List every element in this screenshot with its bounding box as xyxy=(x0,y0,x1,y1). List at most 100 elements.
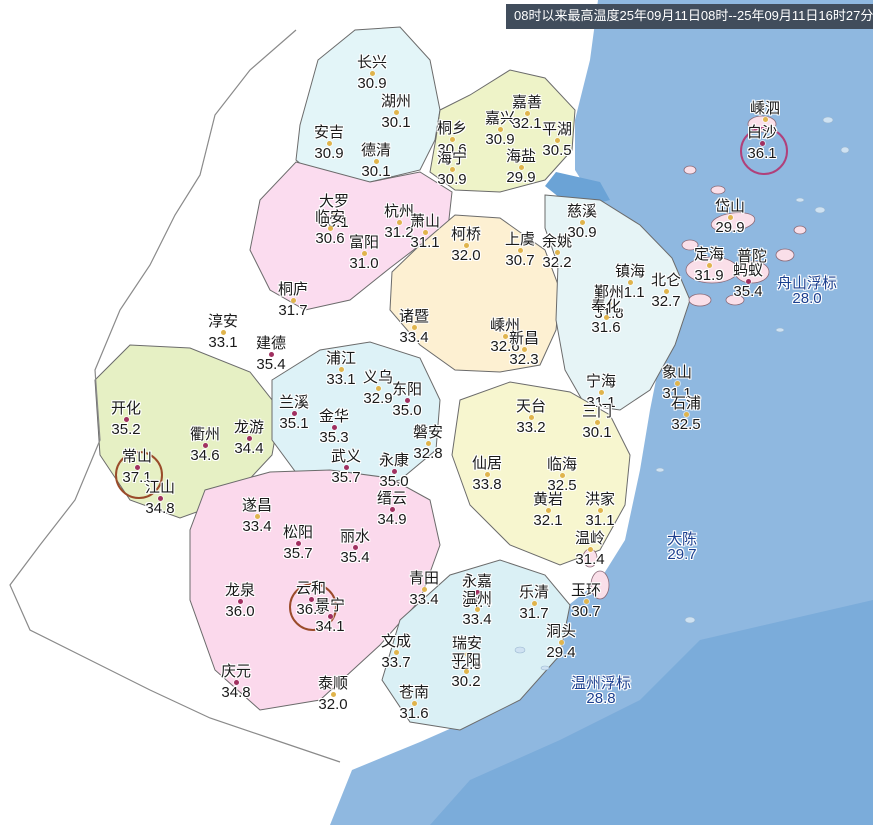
station-marker[interactable]: 兰溪 35.1 xyxy=(254,395,334,432)
station-marker[interactable]: 缙云 34.9 xyxy=(352,491,432,528)
station-marker[interactable]: 丽水 35.4 xyxy=(315,529,395,566)
station-marker[interactable]: 景宁 34.1 xyxy=(290,598,370,635)
station-marker[interactable]: 常山 37.1 xyxy=(97,449,177,499)
station-marker[interactable]: 温州 33.4 xyxy=(437,591,517,628)
station-marker[interactable]: 嘉兴 30.9 xyxy=(460,111,540,148)
station-marker[interactable]: 石浦 32.5 xyxy=(646,396,726,433)
station-marker[interactable]: 庆元 34.8 xyxy=(196,664,276,701)
station-marker[interactable]: 安吉 30.9 xyxy=(289,125,369,162)
station-marker[interactable]: 衢州 34.6 xyxy=(165,427,245,464)
station-marker[interactable]: 嘉善 32.1 xyxy=(487,95,567,132)
station-marker[interactable]: 武义 35.7 xyxy=(306,449,386,486)
station-marker[interactable]: 平湖 30.5 xyxy=(517,122,597,159)
station-marker[interactable]: 义乌 32.9 xyxy=(338,370,418,407)
station-temperature-value: 30.7 xyxy=(505,252,535,269)
station-marker[interactable]: 北仑 32.7 xyxy=(626,273,706,310)
station-marker[interactable]: 苍南 31.6 xyxy=(374,685,454,722)
station-marker[interactable]: 宁海 31.1 xyxy=(561,374,641,411)
station-marker[interactable]: 大罗 30.1 xyxy=(294,194,374,231)
station-marker[interactable]: 诸暨 33.4 xyxy=(374,309,454,346)
station-marker[interactable]: 新昌 32.3 xyxy=(484,331,564,368)
station-marker[interactable]: 普陀 xyxy=(712,249,792,270)
station-dot-icon xyxy=(327,226,333,231)
station-marker[interactable]: 临安 30.6 xyxy=(290,210,370,247)
station-temperature-value: 35.4 xyxy=(733,283,763,300)
station-marker[interactable]: 湖州 30.1 xyxy=(356,94,436,131)
station-marker[interactable]: 平阳 30.2 xyxy=(426,653,506,690)
station-marker[interactable]: 磐安 32.8 xyxy=(388,425,468,462)
station-marker[interactable]: 奉化 31.6 xyxy=(566,299,646,336)
station-marker[interactable]: 玉环 30.7 xyxy=(546,583,626,620)
station-temperature-value: 33.2 xyxy=(516,419,546,436)
station-marker[interactable]: 建德 35.4 xyxy=(231,336,311,373)
station-marker[interactable]: 温州浮标 28.8 xyxy=(561,676,641,707)
station-name: 温岭 xyxy=(574,530,605,547)
station-marker[interactable]: 瑞安 32.5 xyxy=(427,636,507,673)
station-marker[interactable]: 蚂蚁 35.4 xyxy=(708,263,788,300)
station-marker[interactable]: 岱山 29.9 xyxy=(690,199,770,236)
station-marker[interactable]: 文成 33.7 xyxy=(356,634,436,671)
station-marker[interactable]: 上虞 30.7 xyxy=(480,232,560,269)
station-marker[interactable]: 象山 31.1 xyxy=(637,365,717,402)
station-marker[interactable]: 慈溪 30.9 xyxy=(542,204,622,241)
station-name: 嘉兴 xyxy=(484,110,515,127)
station-marker[interactable]: 大陈 29.7 xyxy=(642,532,722,563)
station-marker[interactable]: 长兴 30.9 xyxy=(332,55,412,92)
station-marker[interactable]: 乐清 31.7 xyxy=(494,585,574,622)
station-marker[interactable]: 定海 31.9 xyxy=(669,247,749,284)
station-marker[interactable]: 永康 35.0 xyxy=(354,453,434,490)
station-marker[interactable]: 柯桥 32.0 xyxy=(426,227,506,264)
station-marker[interactable]: 临海 32.5 xyxy=(522,457,602,494)
station-marker[interactable]: 淳安 33.1 xyxy=(183,314,263,351)
station-name: 象山 xyxy=(661,364,692,381)
station-marker[interactable]: 德清 30.1 xyxy=(336,143,416,180)
station-marker[interactable]: 白沙 36.1 xyxy=(722,124,802,175)
station-marker[interactable]: 青田 33.4 xyxy=(384,571,464,608)
station-marker[interactable]: 龙泉 36.0 xyxy=(200,583,280,620)
station-marker[interactable]: 浦江 33.1 xyxy=(301,351,381,388)
station-marker[interactable]: 海盐 29.9 xyxy=(481,149,561,186)
station-marker[interactable]: 松阳 35.7 xyxy=(258,525,338,562)
zone-wenzhou xyxy=(381,559,571,731)
station-marker[interactable]: 洪家 31.1 xyxy=(560,492,640,529)
station-marker[interactable]: 嵊泗 xyxy=(725,101,805,122)
station-marker[interactable]: 天台 33.2 xyxy=(491,399,571,436)
station-marker[interactable]: 云和 36.0 xyxy=(271,581,351,631)
station-marker[interactable]: 遂昌 33.4 xyxy=(217,498,297,535)
station-temperature-value: 32.0 xyxy=(318,696,348,713)
station-marker[interactable]: 萧山 31.1 xyxy=(385,214,465,251)
station-marker[interactable]: 金华 35.3 xyxy=(294,409,374,446)
station-marker[interactable]: 温岭 31.4 xyxy=(550,531,630,568)
station-dot-icon xyxy=(603,315,609,320)
station-marker[interactable]: 镇海 31.1 xyxy=(590,264,670,301)
station-marker[interactable]: 嵊州 32.6 xyxy=(465,318,545,355)
station-name: 新昌 xyxy=(508,330,539,347)
station-dot-icon xyxy=(373,159,379,164)
station-marker[interactable]: 黄岩 32.1 xyxy=(508,492,588,529)
station-marker[interactable]: 富阳 31.0 xyxy=(324,235,404,272)
station-name: 衢州 xyxy=(189,426,220,443)
station-name: 嘉善 xyxy=(511,94,542,111)
station-marker[interactable]: 东阳 35.0 xyxy=(367,382,447,419)
station-marker[interactable]: 洞头 29.4 xyxy=(521,624,601,661)
station-marker[interactable]: 余姚 32.2 xyxy=(517,234,597,271)
station-marker[interactable]: 舟山浮标 28.0 xyxy=(767,276,847,307)
station-name: 白沙 xyxy=(746,124,777,141)
station-dot-icon xyxy=(352,545,358,550)
station-marker[interactable]: 鄞州 31.8 xyxy=(569,285,649,322)
station-marker[interactable]: 开化 35.2 xyxy=(86,401,166,438)
station-temperature-value: 33.4 xyxy=(399,329,429,346)
station-marker[interactable]: 桐庐 31.7 xyxy=(253,282,333,319)
station-name: 景宁 xyxy=(314,597,345,614)
station-marker[interactable]: 桐乡 30.6 xyxy=(412,121,492,158)
station-marker[interactable]: 永嘉 34.4 xyxy=(437,574,517,611)
station-marker[interactable]: 三门 30.1 xyxy=(557,404,637,441)
station-marker[interactable]: 海宁 30.9 xyxy=(412,151,492,188)
station-marker[interactable]: 仙居 33.8 xyxy=(447,456,527,493)
station-marker[interactable]: 江山 34.8 xyxy=(120,480,200,517)
station-marker[interactable]: 杭州 31.2 xyxy=(359,204,439,241)
station-marker[interactable]: 泰顺 32.0 xyxy=(293,676,373,713)
station-name: 黄岩 xyxy=(532,491,563,508)
station-marker[interactable]: 龙游 34.4 xyxy=(209,420,289,457)
